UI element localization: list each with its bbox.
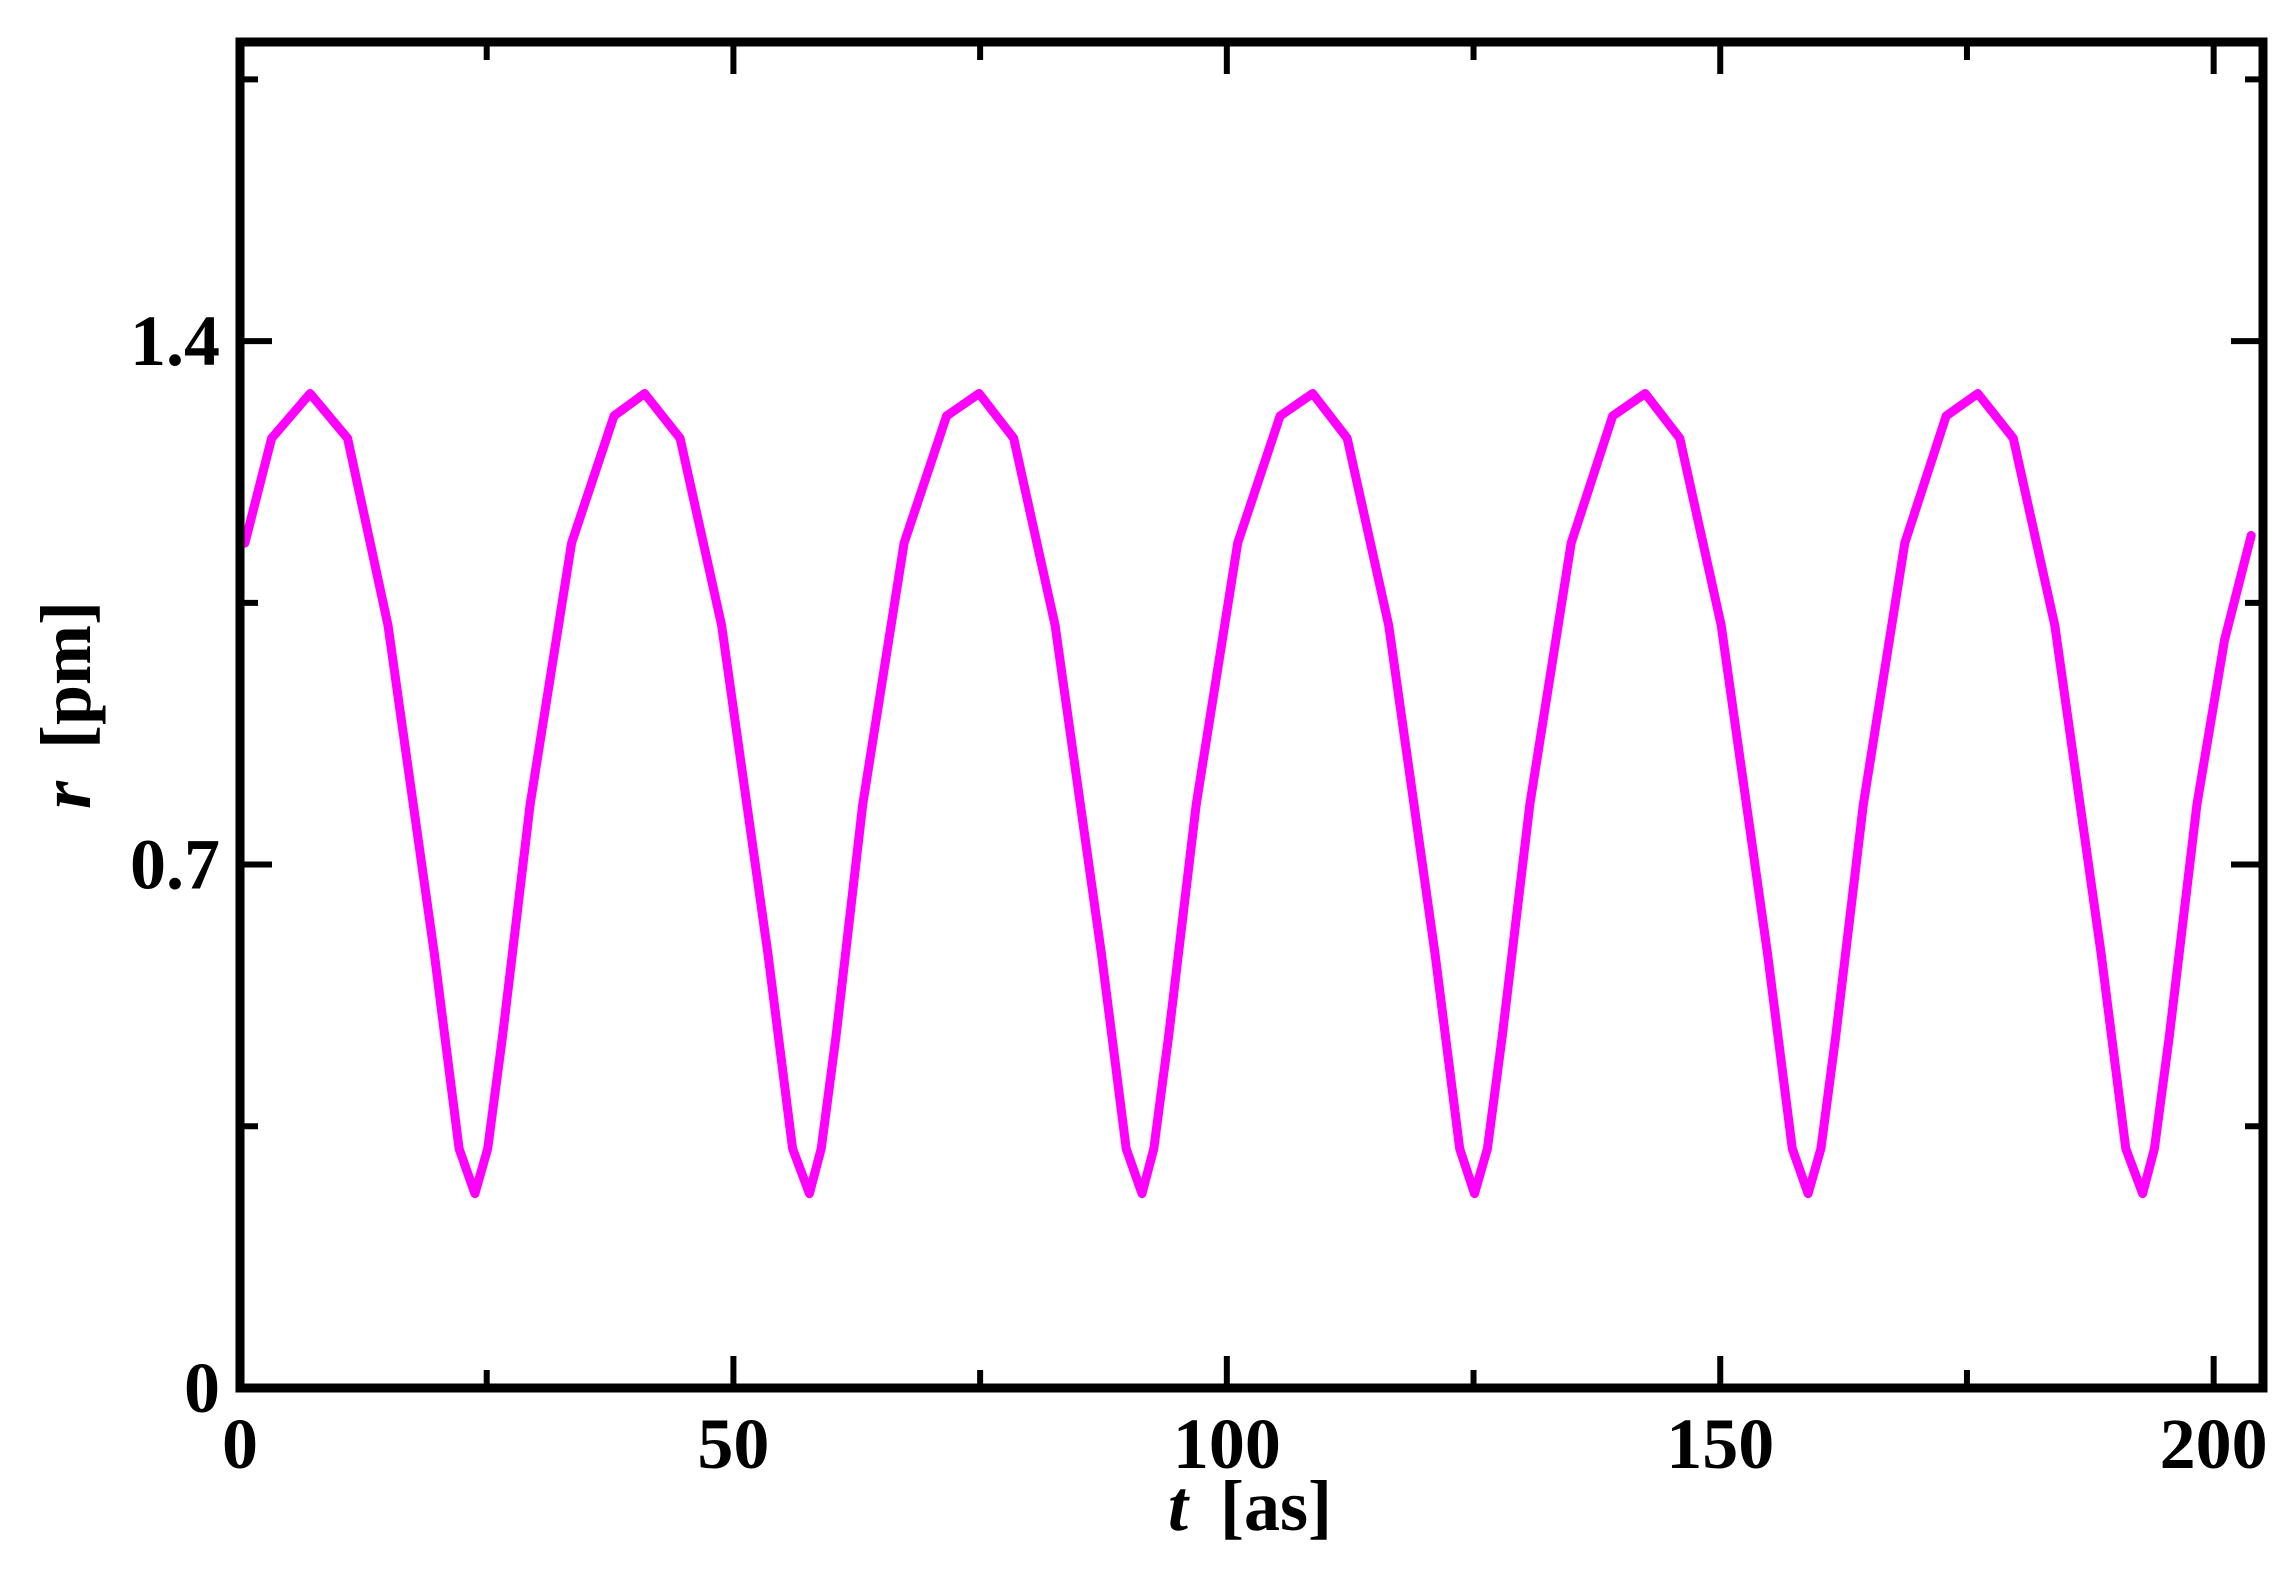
x-axis-unit: [as]: [1220, 1466, 1332, 1546]
y-tick-label: 0: [184, 1348, 220, 1428]
x-axis-title: t [as]: [1168, 1466, 1332, 1546]
x-tick-label: 0: [222, 1404, 258, 1484]
tick-labels: 0 50 100 150 200 0 0.7 1.4: [130, 301, 2268, 1484]
plot-frame: [235, 37, 2268, 1393]
y-axis-unit: [pm]: [26, 601, 106, 749]
x-tick-label: 200: [2160, 1404, 2268, 1484]
x-tick-label: 50: [697, 1404, 769, 1484]
x-tick-label: 150: [1666, 1404, 1774, 1484]
y-axis-variable: r: [26, 780, 106, 809]
series-line: [240, 389, 2256, 1199]
x-axis-variable: t: [1168, 1466, 1190, 1546]
y-axis-title: r [pm]: [26, 601, 106, 809]
x-tick-label: 100: [1173, 1404, 1281, 1484]
y-tick-label: 0.7: [130, 825, 220, 905]
y-tick-label: 1.4: [130, 301, 220, 381]
